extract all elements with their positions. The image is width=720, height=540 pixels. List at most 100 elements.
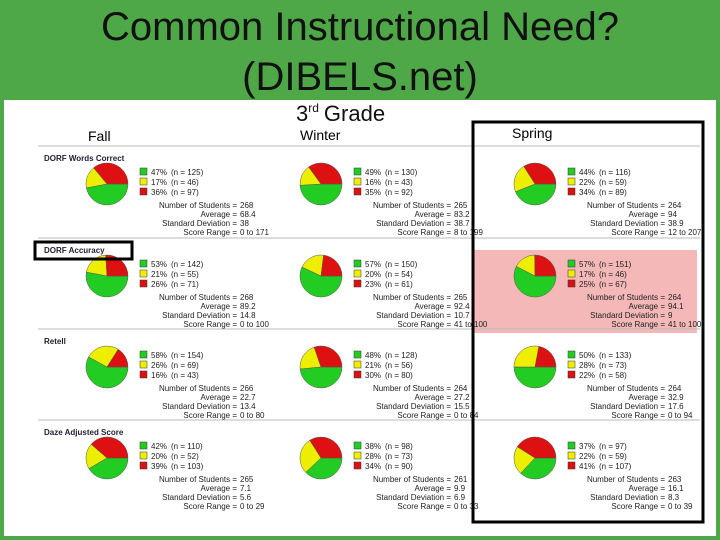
pie-slice bbox=[513, 345, 540, 368]
count-label: (n = 110) bbox=[171, 442, 203, 451]
stat-value: 41 to 100 bbox=[454, 320, 488, 329]
stat-label: Standard Deviation = bbox=[376, 311, 451, 320]
stat-label: Score Range = bbox=[397, 502, 451, 511]
pie-slice bbox=[88, 457, 129, 480]
count-label: (n = 103) bbox=[171, 462, 204, 471]
pie-slice bbox=[299, 266, 343, 298]
count-label: (n = 133) bbox=[599, 351, 632, 360]
legend-swatch bbox=[567, 350, 576, 359]
legend-swatch bbox=[567, 187, 576, 196]
pie-slice bbox=[513, 366, 557, 389]
count-label: (n = 61) bbox=[385, 280, 413, 289]
legend-swatch bbox=[353, 461, 362, 470]
percent-label: 17% bbox=[151, 178, 167, 187]
stat-label: Standard Deviation = bbox=[376, 219, 451, 228]
pie-slice bbox=[313, 345, 343, 368]
stat-label: Number of Students = bbox=[159, 201, 237, 210]
stat-label: Number of Students = bbox=[373, 475, 451, 484]
stat-value: 94 bbox=[668, 210, 677, 219]
pie-slice bbox=[299, 366, 343, 389]
stat-label: Score Range = bbox=[611, 320, 665, 329]
legend-swatch bbox=[567, 360, 576, 369]
stat-value: 68.4 bbox=[240, 210, 256, 219]
count-label: (n = 107) bbox=[599, 462, 632, 471]
stat-value: 6.9 bbox=[454, 493, 466, 502]
legend-swatch bbox=[567, 370, 576, 379]
stat-label: Average = bbox=[200, 393, 237, 402]
stat-label: Average = bbox=[628, 393, 665, 402]
pie-slice bbox=[308, 162, 343, 185]
stat-label: Standard Deviation = bbox=[590, 219, 665, 228]
stat-value: 0 to 171 bbox=[240, 228, 269, 237]
percent-label: 39% bbox=[151, 462, 167, 471]
percent-label: 25% bbox=[579, 280, 595, 289]
count-label: (n = 130) bbox=[385, 168, 418, 177]
pie-slice bbox=[299, 183, 343, 206]
count-label: (n = 154) bbox=[171, 351, 204, 360]
count-label: (n = 71) bbox=[171, 280, 199, 289]
count-label: (n = 125) bbox=[171, 168, 204, 177]
legend-swatch bbox=[139, 269, 148, 278]
grade-suffix: rd bbox=[308, 101, 319, 115]
stat-label: Average = bbox=[200, 484, 237, 493]
percent-label: 20% bbox=[151, 452, 167, 461]
count-label: (n = 128) bbox=[385, 351, 418, 360]
section-title: Daze Adjusted Score bbox=[44, 428, 124, 437]
stat-value: 89.2 bbox=[240, 302, 256, 311]
count-label: (n = 142) bbox=[171, 260, 204, 269]
grade-text: Grade bbox=[324, 101, 385, 126]
column-label: Spring bbox=[512, 125, 552, 141]
percent-label: 48% bbox=[365, 351, 381, 360]
pie-slice bbox=[534, 346, 557, 368]
stat-label: Standard Deviation = bbox=[162, 311, 237, 320]
stat-label: Average = bbox=[628, 484, 665, 493]
legend-swatch bbox=[353, 269, 362, 278]
percent-label: 44% bbox=[579, 168, 595, 177]
stat-value: 0 to 84 bbox=[454, 411, 479, 420]
pie-slice bbox=[516, 436, 557, 459]
stat-value: 22.7 bbox=[240, 393, 256, 402]
stat-label: Number of Students = bbox=[373, 201, 451, 210]
stat-value: 7.1 bbox=[240, 484, 252, 493]
count-label: (n = 58) bbox=[599, 371, 627, 380]
count-label: (n = 46) bbox=[171, 178, 199, 187]
stat-value: 5.6 bbox=[240, 493, 252, 502]
percent-label: 38% bbox=[365, 442, 381, 451]
stat-value: 8 to 199 bbox=[454, 228, 483, 237]
count-label: (n = 90) bbox=[385, 462, 413, 471]
stat-value: 0 to 94 bbox=[668, 411, 693, 420]
legend-swatch bbox=[353, 350, 362, 359]
stat-value: 265 bbox=[454, 293, 468, 302]
legend-swatch bbox=[567, 167, 576, 176]
percent-label: 22% bbox=[579, 371, 595, 380]
stat-label: Average = bbox=[628, 210, 665, 219]
stat-value: 268 bbox=[240, 293, 254, 302]
stat-label: Average = bbox=[200, 302, 237, 311]
percent-label: 35% bbox=[365, 188, 381, 197]
count-label: (n = 151) bbox=[599, 260, 632, 269]
stat-label: Standard Deviation = bbox=[162, 219, 237, 228]
stat-value: 15.5 bbox=[454, 402, 470, 411]
count-label: (n = 97) bbox=[171, 188, 199, 197]
stat-label: Average = bbox=[628, 302, 665, 311]
stat-value: 9 bbox=[668, 311, 673, 320]
count-label: (n = 92) bbox=[385, 188, 413, 197]
percent-label: 47% bbox=[151, 168, 167, 177]
stat-label: Score Range = bbox=[397, 228, 451, 237]
legend-swatch bbox=[567, 441, 576, 450]
stat-value: 0 to 80 bbox=[240, 411, 265, 420]
stat-label: Average = bbox=[414, 393, 451, 402]
stat-value: 32.9 bbox=[668, 393, 684, 402]
legend-swatch bbox=[567, 461, 576, 470]
stat-label: Standard Deviation = bbox=[590, 311, 665, 320]
pie-slice bbox=[90, 436, 129, 459]
percent-label: 34% bbox=[579, 188, 595, 197]
legend-swatch bbox=[353, 360, 362, 369]
count-label: (n = 59) bbox=[599, 178, 627, 187]
legend-swatch bbox=[353, 451, 362, 460]
count-label: (n = 150) bbox=[385, 260, 418, 269]
percent-label: 36% bbox=[151, 188, 167, 197]
pie-slice bbox=[320, 254, 343, 277]
count-label: (n = 97) bbox=[599, 442, 627, 451]
